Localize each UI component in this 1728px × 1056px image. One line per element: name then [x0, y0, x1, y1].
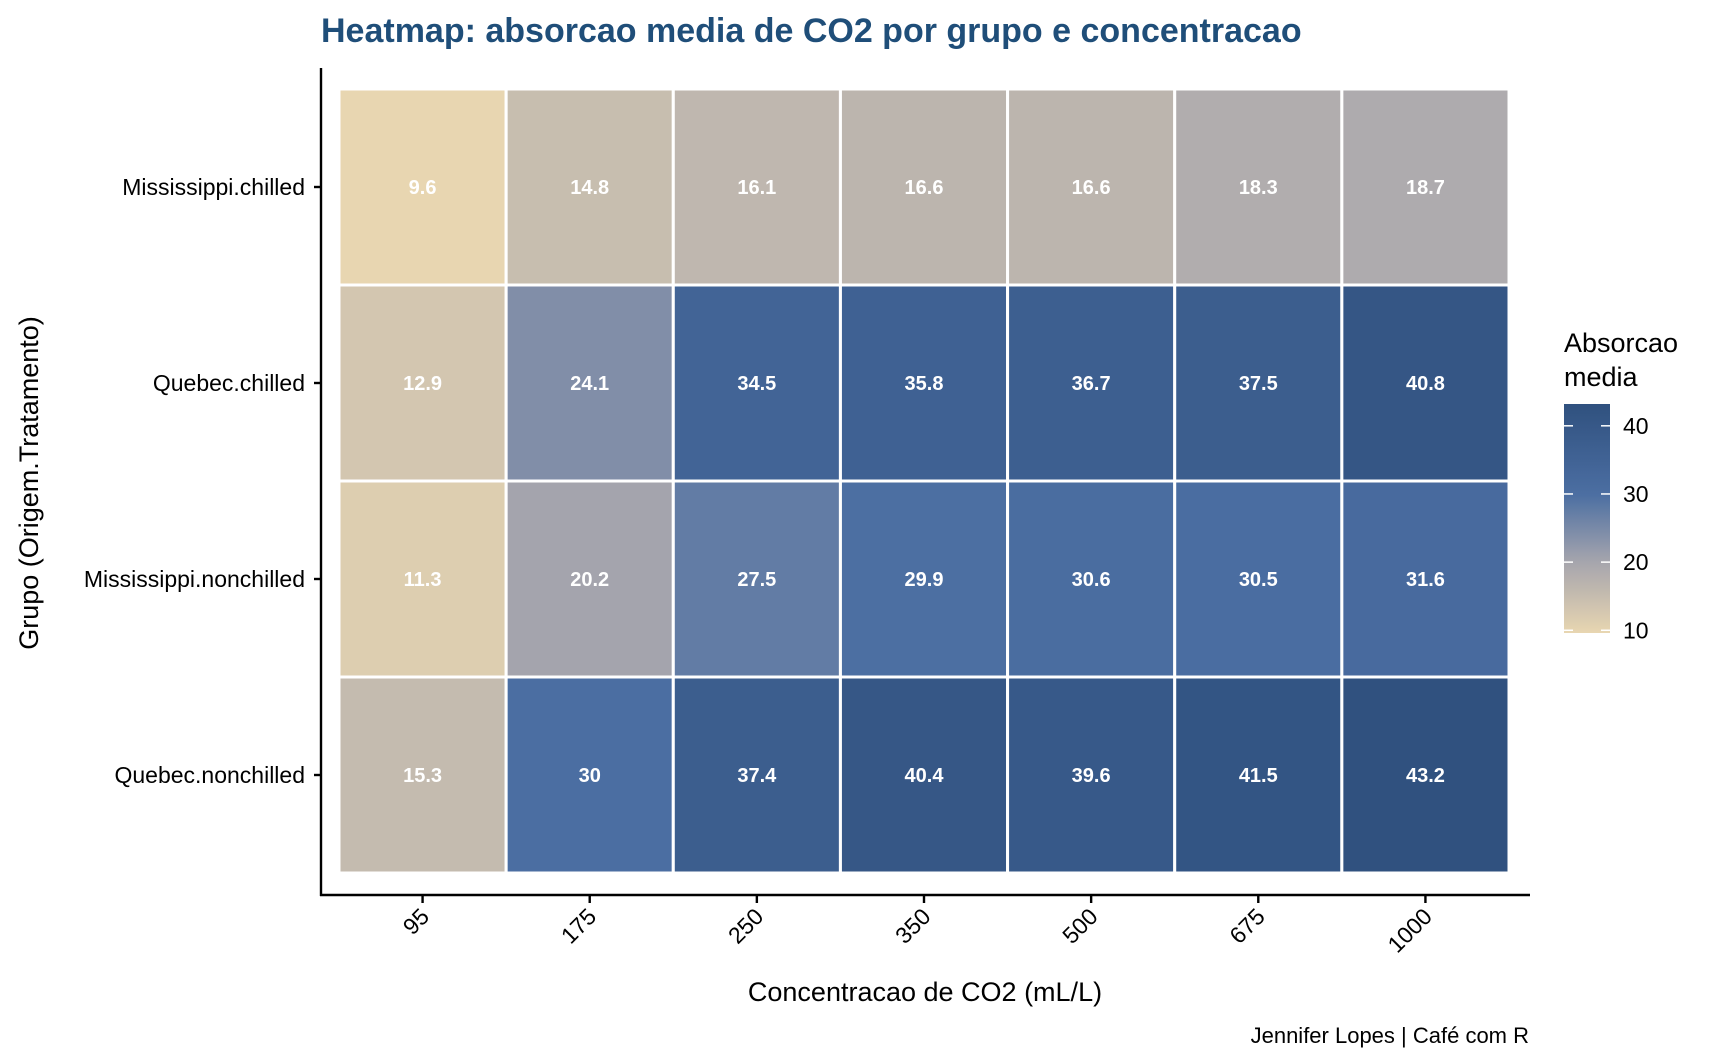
tile-value-label: 37.4 [737, 765, 777, 787]
x-tick-label: 500 [1057, 903, 1103, 949]
legend-title-line-1: Absorcao [1564, 328, 1678, 358]
tile-value-label: 24.1 [570, 373, 609, 395]
tile-value-label: 14.8 [570, 177, 609, 199]
chart-title: Heatmap: absorcao media de CO2 por grupo… [321, 12, 1302, 50]
y-tick-label: Quebec.nonchilled [114, 762, 305, 788]
legend-tick-label: 20 [1623, 549, 1649, 575]
heatmap-tile [671, 87, 842, 287]
tile-value-label: 29.9 [905, 569, 944, 591]
tile-value-label: 15.3 [403, 765, 442, 787]
tile-value-label: 27.5 [737, 569, 776, 591]
y-tick-label: Mississippi.nonchilled [84, 566, 305, 592]
tile-value-label: 37.5 [1239, 373, 1278, 395]
heatmap-tile [504, 87, 675, 287]
tile-value-label: 30.6 [1072, 569, 1111, 591]
heatmap-tile [1173, 479, 1344, 679]
heatmap-tile [337, 87, 508, 287]
heatmap-tile [838, 479, 1010, 679]
y-axis-title: Grupo (Origem.Tratamento) [14, 316, 44, 650]
heatmap-tile [1173, 675, 1344, 875]
tile-value-label: 16.6 [1072, 177, 1111, 199]
legend-tick-label: 40 [1623, 413, 1649, 439]
x-tick-label: 1000 [1382, 903, 1437, 958]
tile-value-label: 40.4 [905, 765, 945, 787]
legend-colorbar [1564, 404, 1610, 633]
y-axis-ticks: Mississippi.chilled Quebec.chilled Mississ… [84, 174, 321, 788]
y-tick-label: Quebec.chilled [153, 370, 305, 396]
x-axis-title: Concentracao de CO2 (mL/L) [748, 977, 1102, 1007]
tile-value-label: 31.6 [1406, 569, 1445, 591]
tiles-group: 9.6 14.8 16.1 16.6 16.6 18.3 18.7 12.9 24.1 34.5 3… [337, 87, 1511, 875]
heatmap-tile [1340, 479, 1511, 679]
heatmap-tile [838, 675, 1010, 875]
heatmap-tile [671, 283, 842, 483]
tile-value-label: 36.7 [1072, 373, 1111, 395]
tile-value-label: 43.2 [1406, 765, 1445, 787]
heatmap-tile [337, 283, 508, 483]
tile-value-label: 41.5 [1239, 765, 1278, 787]
tile-value-label: 39.6 [1072, 765, 1111, 787]
legend: Absorcao media 10 20 30 40 [1564, 328, 1678, 643]
tile-value-label: 9.6 [409, 177, 437, 199]
x-tick-label: 250 [723, 903, 769, 949]
x-axis-ticks: 95 175 250 350 500 675 1000 [398, 895, 1437, 958]
tile-value-label: 30 [579, 765, 601, 787]
tile-value-label: 18.3 [1239, 177, 1278, 199]
x-tick-label: 175 [556, 903, 602, 949]
tile-value-label: 34.5 [737, 373, 776, 395]
caption: Jennifer Lopes | Café com R [1251, 1023, 1529, 1048]
heatmap-tile [671, 479, 842, 679]
tile-value-label: 20.2 [570, 569, 609, 591]
legend-tick-label: 30 [1623, 481, 1649, 507]
heatmap-tile [1006, 283, 1177, 483]
x-tick-label: 95 [398, 903, 434, 939]
x-tick-label: 350 [890, 903, 936, 949]
x-tick-label: 675 [1224, 903, 1270, 949]
heatmap-tile [504, 675, 675, 875]
heatmap-tile [1340, 675, 1511, 875]
legend-tick-label: 10 [1623, 617, 1649, 643]
heatmap-tile [1340, 283, 1511, 483]
heatmap-tile [1173, 87, 1344, 287]
legend-ticks: 10 20 30 40 [1564, 413, 1649, 643]
heatmap-tile [337, 675, 508, 875]
tile-value-label: 40.8 [1406, 373, 1445, 395]
tile-value-label: 12.9 [403, 373, 442, 395]
y-tick-label: Mississippi.chilled [122, 174, 305, 200]
heatmap-tile [504, 479, 675, 679]
tile-value-label: 16.1 [737, 177, 776, 199]
legend-title-line-2: media [1564, 362, 1639, 392]
heatmap-tile [1006, 479, 1177, 679]
tile-value-label: 35.8 [905, 373, 944, 395]
tile-value-label: 30.5 [1239, 569, 1278, 591]
tile-value-label: 11.3 [404, 569, 442, 591]
tile-value-label: 16.6 [905, 177, 944, 199]
tile-value-label: 18.7 [1406, 177, 1445, 199]
